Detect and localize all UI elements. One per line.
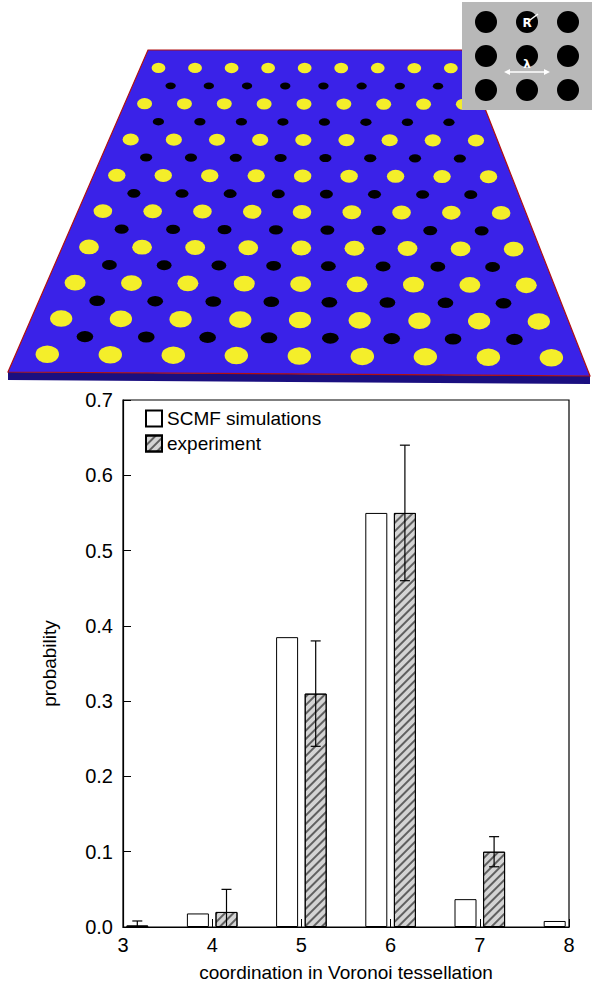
svg-text:λ: λ [523,57,531,71]
svg-text:0.4: 0.4 [85,615,113,637]
svg-text:4: 4 [207,934,218,956]
svg-text:SCMF simulations: SCMF simulations [167,408,321,429]
svg-text:0.2: 0.2 [85,765,113,787]
svg-text:R: R [522,16,531,30]
svg-text:7: 7 [474,934,485,956]
svg-text:0.3: 0.3 [85,690,113,712]
svg-text:0.7: 0.7 [85,390,113,411]
svg-text:0.5: 0.5 [85,540,113,562]
svg-text:5: 5 [296,934,307,956]
svg-text:6: 6 [385,934,396,956]
svg-text:0.1: 0.1 [85,841,113,863]
svg-text:0.6: 0.6 [85,464,113,486]
svg-text:3: 3 [117,934,128,956]
svg-text:probability: probability [39,620,60,707]
svg-text:coordination in Voronoi tessel: coordination in Voronoi tessellation [199,962,493,983]
svg-text:0.0: 0.0 [85,916,113,938]
svg-text:experiment: experiment [167,433,262,454]
svg-text:8: 8 [563,934,574,956]
